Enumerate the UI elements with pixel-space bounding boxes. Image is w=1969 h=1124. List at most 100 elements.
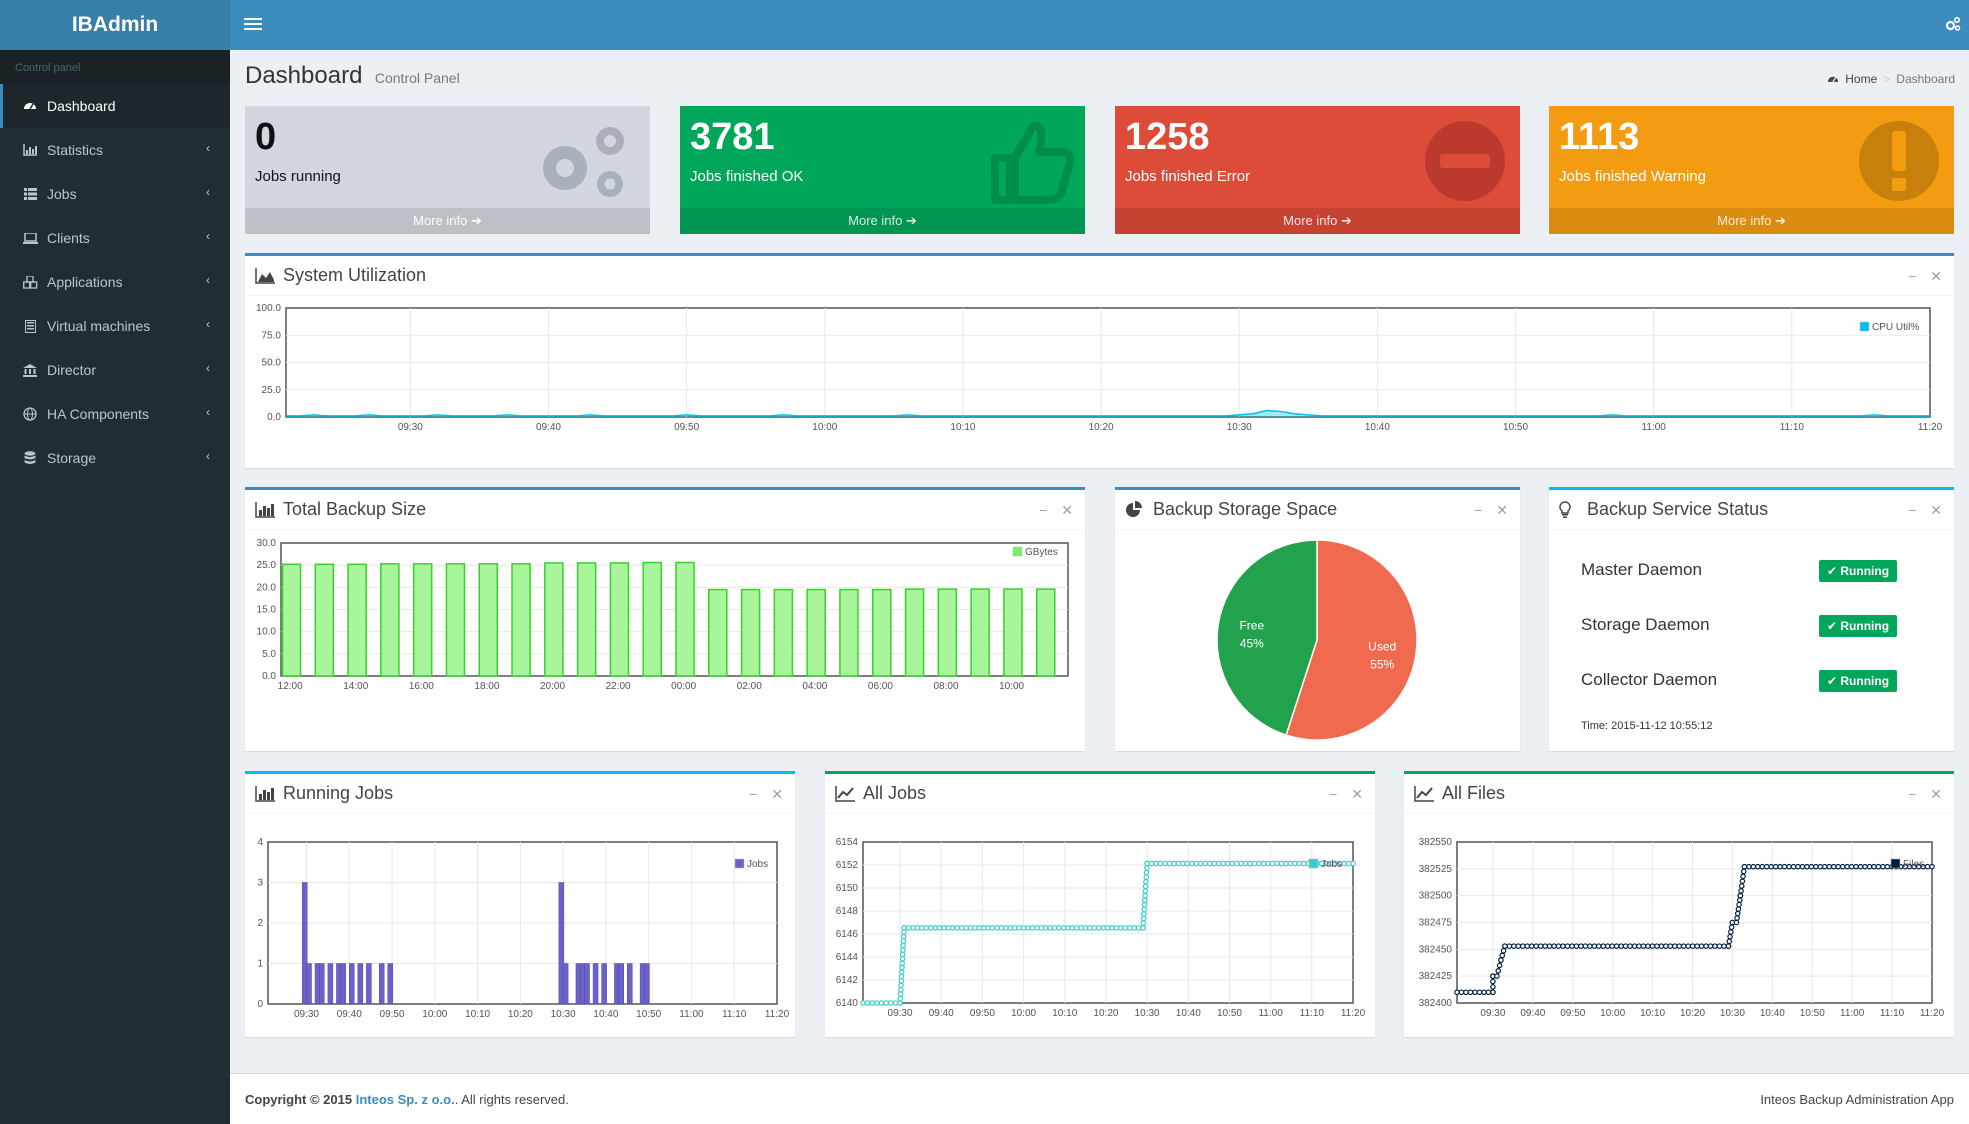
x-tick-label: 11:20 [1341, 1008, 1366, 1019]
data-point [1283, 860, 1289, 867]
collapse-button[interactable]: − [1908, 268, 1917, 284]
data-point [989, 925, 996, 931]
x-tick-label: 10:30 [1227, 422, 1252, 433]
data-point [1777, 863, 1783, 870]
more-info-link[interactable]: More info ➔ [245, 208, 650, 234]
x-tick-label: 04:00 [802, 681, 827, 692]
backup-size-bar [937, 588, 958, 677]
more-info-link[interactable]: More info ➔ [1549, 208, 1954, 234]
sidebar-item-virtual-machines[interactable]: Virtual machines ‹ [0, 304, 230, 348]
sidebar-item-jobs[interactable]: Jobs ‹ [0, 172, 230, 216]
collapse-button[interactable]: − [1908, 786, 1917, 802]
backup-size-bar [347, 563, 367, 677]
panel-title: All Jobs [863, 783, 927, 803]
y-tick-label: 382400 [1419, 998, 1453, 1009]
data-point [1458, 989, 1465, 996]
data-point [1591, 943, 1598, 949]
close-button[interactable]: ✕ [1930, 502, 1942, 518]
sidebar-item-director[interactable]: Director ‹ [0, 348, 230, 392]
sidebar-item-clients[interactable]: Clients ‹ [0, 216, 230, 260]
backup-size-bar [773, 588, 794, 677]
close-button[interactable]: ✕ [1930, 268, 1942, 284]
data-point [1533, 943, 1539, 949]
data-point [1206, 860, 1213, 867]
data-point [1564, 943, 1571, 949]
close-button[interactable]: ✕ [1930, 786, 1942, 802]
laptop-icon [21, 232, 39, 244]
x-tick-label: 10:40 [1176, 1008, 1201, 1019]
x-tick-label: 10:50 [1503, 422, 1528, 433]
data-point [1658, 943, 1665, 949]
x-tick-label: 11:00 [1258, 1008, 1283, 1019]
collapse-button[interactable]: − [1908, 502, 1917, 518]
data-point [1768, 863, 1774, 870]
sidebar-item-storage[interactable]: Storage ‹ [0, 436, 230, 480]
data-point [1494, 973, 1500, 979]
breadcrumb-home[interactable]: Home [1845, 72, 1878, 86]
x-tick-label: 10:00 [1600, 1008, 1625, 1019]
y-tick-label: 1 [257, 959, 263, 970]
x-tick-label: 09:40 [337, 1009, 362, 1020]
data-point [976, 925, 983, 931]
backup-size-bar [1035, 588, 1056, 677]
x-tick-label: 11:00 [679, 1009, 704, 1020]
collapse-button[interactable]: − [1474, 502, 1483, 518]
y-tick-label: 10.0 [257, 627, 277, 638]
running-jobs-bar [592, 963, 599, 1005]
data-point [1118, 925, 1124, 931]
company-link[interactable]: Inteos Sp. z o.o. [355, 1092, 455, 1107]
sidebar-toggle-icon[interactable] [244, 15, 262, 35]
collapse-button[interactable]: − [1329, 786, 1338, 802]
x-tick-label: 11:00 [1840, 1008, 1865, 1019]
x-tick-label: 09:30 [294, 1009, 319, 1020]
collapse-button[interactable]: − [1039, 502, 1048, 518]
x-tick-label: 11:20 [1918, 422, 1943, 433]
data-point [1251, 860, 1258, 867]
x-tick-label: 10:50 [1217, 1008, 1242, 1019]
y-tick-label: 20.0 [257, 582, 277, 593]
bar-chart-icon [255, 501, 275, 519]
sidebar-item-label: Statistics [47, 142, 104, 158]
app-logo[interactable]: IBAdmin [0, 0, 230, 50]
thumbs-up-icon [985, 116, 1075, 211]
data-point [874, 1000, 880, 1006]
data-point [1663, 943, 1669, 949]
data-point [1345, 860, 1352, 867]
data-point [1220, 860, 1227, 867]
chevron-left-icon: ‹ [206, 405, 210, 419]
data-point [1600, 943, 1607, 949]
cogs-icon[interactable] [1945, 16, 1961, 37]
collapse-button[interactable]: − [749, 786, 758, 802]
data-point [1296, 860, 1303, 867]
close-button[interactable]: ✕ [1496, 502, 1508, 518]
data-point [1573, 943, 1580, 949]
sidebar-item-ha-components[interactable]: HA Components ‹ [0, 392, 230, 436]
data-point [1698, 943, 1705, 949]
pie-value: 55% [1370, 657, 1394, 671]
running-jobs-chart: 0 1 2 3 4 09:30 09:40 09:50 10:00 10:10 10:20 10:30… [257, 837, 789, 1020]
close-button[interactable]: ✕ [1351, 786, 1363, 802]
series-line [863, 862, 1353, 1004]
data-point [1175, 860, 1182, 867]
sidebar-item-applications[interactable]: Applications ‹ [0, 260, 230, 304]
breadcrumb-current: Dashboard [1896, 72, 1955, 86]
y-tick-label: 382475 [1419, 918, 1453, 929]
close-button[interactable]: ✕ [1061, 502, 1073, 518]
sidebar-item-statistics[interactable]: Statistics ‹ [0, 128, 230, 172]
more-info-link[interactable]: More info ➔ [680, 208, 1085, 234]
data-point [1759, 863, 1766, 870]
sidebar-item-dashboard[interactable]: Dashboard [0, 84, 230, 128]
pie-value: 45% [1240, 637, 1264, 651]
data-point [1131, 925, 1137, 931]
running-jobs-panel: Running Jobs − ✕ 0 1 2 3 4 09:30 09:40 09:50 10:0… [245, 771, 795, 1037]
data-point [1848, 863, 1855, 870]
y-tick-label: 382550 [1419, 837, 1453, 848]
close-button[interactable]: ✕ [771, 786, 783, 802]
data-point [1880, 863, 1886, 870]
area-chart-icon [255, 267, 275, 285]
data-point [897, 991, 904, 997]
data-point [1141, 911, 1147, 917]
more-info-link[interactable]: More info ➔ [1115, 208, 1520, 234]
data-point [1618, 943, 1624, 949]
data-point [1772, 863, 1779, 870]
